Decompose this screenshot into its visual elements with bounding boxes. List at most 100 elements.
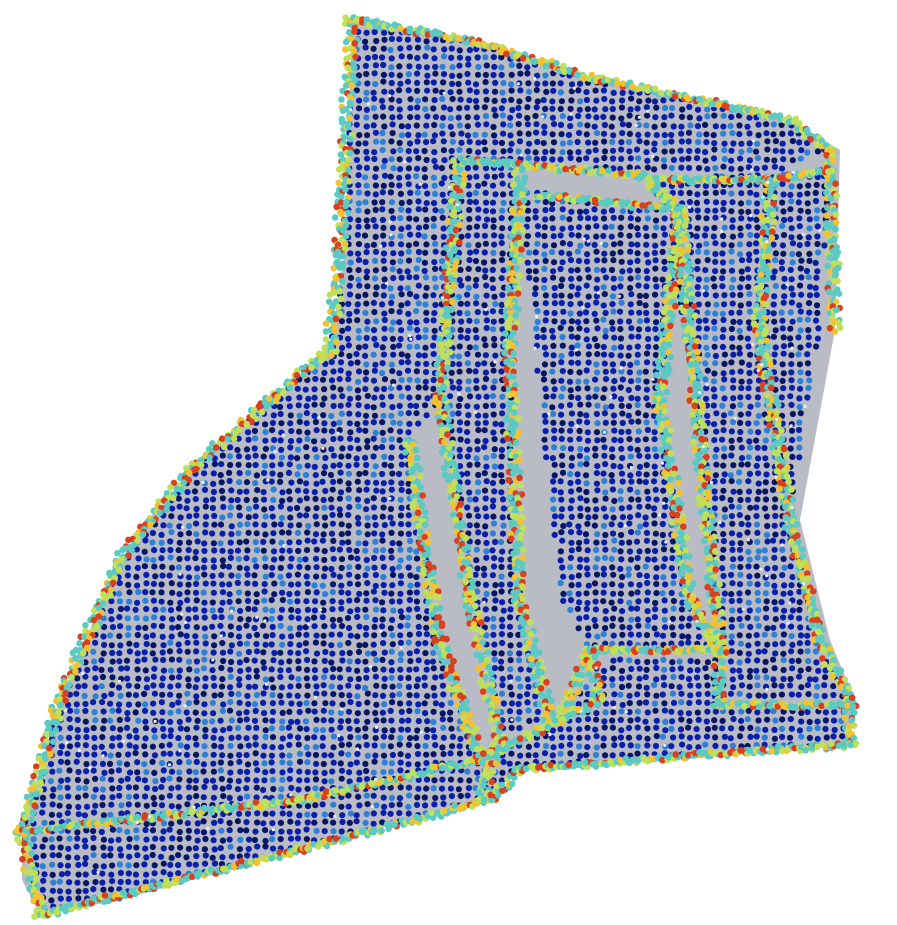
point-dot (625, 734, 633, 741)
point-dot (804, 639, 811, 647)
point-dot (720, 478, 727, 485)
point-dot (202, 726, 209, 734)
point-dot (431, 234, 438, 241)
point-dot (567, 387, 574, 394)
point-dot (771, 546, 778, 553)
point-dot (185, 616, 192, 623)
point-dot (780, 232, 788, 239)
point-dot (753, 462, 760, 469)
point-dot (626, 504, 633, 511)
point-dot (584, 744, 591, 751)
point-dot (91, 751, 98, 758)
point-dot (618, 368, 625, 375)
point-dot (414, 189, 421, 196)
point-dot (583, 605, 590, 613)
point-dot (176, 648, 183, 655)
point-dot (345, 717, 352, 725)
point-dot (447, 123, 454, 130)
point-dot (185, 523, 193, 530)
point-dot (796, 640, 804, 647)
point-dot (116, 760, 123, 767)
point-dot (389, 114, 396, 121)
point-dot (696, 318, 703, 325)
point-dot (236, 521, 244, 528)
point-dot (345, 590, 352, 597)
point-dot (337, 359, 345, 366)
point-dot (370, 471, 377, 478)
point-dot (372, 182, 379, 189)
point-dot (634, 716, 641, 723)
point-dot (661, 666, 668, 673)
point-dot (771, 157, 778, 164)
point-dot (389, 540, 396, 547)
point-dot (303, 512, 310, 519)
point-dot (711, 505, 718, 512)
point-dot (407, 658, 414, 665)
point-dot (491, 293, 498, 300)
point-dot (730, 488, 737, 495)
point-dot (704, 726, 712, 733)
point-dot (805, 327, 812, 334)
point-dot (601, 539, 608, 546)
point-dot (755, 607, 762, 614)
point-dot (651, 291, 659, 298)
point-dot (381, 157, 388, 164)
point-dot (644, 326, 652, 333)
point-dot (295, 734, 302, 741)
point-dot (780, 657, 787, 664)
point-dot (713, 301, 720, 308)
point-dot (98, 743, 105, 751)
point-dot (91, 734, 98, 742)
point-dot (788, 369, 795, 376)
point-dot (789, 410, 797, 418)
point-dot (415, 623, 422, 631)
point-dot (285, 395, 292, 402)
point-dot (549, 148, 556, 155)
point-dot (712, 708, 720, 715)
point-dot (780, 675, 787, 683)
point-dot (99, 760, 106, 768)
point-dot (329, 486, 336, 493)
point-dot (645, 503, 652, 510)
point-dot (313, 726, 320, 734)
point-dot (220, 657, 227, 665)
point-dot (406, 606, 413, 613)
point-dot (788, 352, 795, 359)
point-dot (472, 131, 479, 138)
point-dot (278, 446, 285, 453)
point-dot (643, 419, 650, 426)
point-dot (449, 95, 456, 103)
point-dot (627, 581, 635, 588)
point-dot (634, 555, 641, 562)
point-dot (685, 129, 693, 136)
point-dot (763, 531, 771, 539)
point-dot (245, 469, 252, 476)
point-dot (576, 564, 583, 571)
point-dot (405, 639, 412, 646)
point-dot (778, 599, 785, 606)
point-dot (185, 716, 192, 723)
point-dot (635, 410, 642, 417)
point-dot (388, 486, 395, 493)
point-dot (271, 580, 278, 587)
point-dot (474, 121, 482, 128)
point-dot (430, 46, 437, 53)
point-dot (211, 461, 218, 468)
point-dot (568, 275, 575, 282)
point-dot (473, 293, 480, 300)
point-dot (330, 744, 337, 751)
point-dot (261, 588, 268, 595)
point-dot (346, 692, 353, 699)
point-dot (660, 240, 667, 247)
point-dot (695, 214, 702, 221)
point-dot (566, 216, 573, 223)
point-dot (644, 742, 651, 749)
point-dot (608, 319, 616, 326)
point-dot (380, 631, 387, 638)
point-dot (108, 691, 115, 698)
point-dot (295, 682, 302, 690)
point-dot (370, 453, 377, 460)
point-dot (191, 488, 199, 495)
point-dot (371, 530, 378, 537)
point-dot (575, 285, 582, 292)
